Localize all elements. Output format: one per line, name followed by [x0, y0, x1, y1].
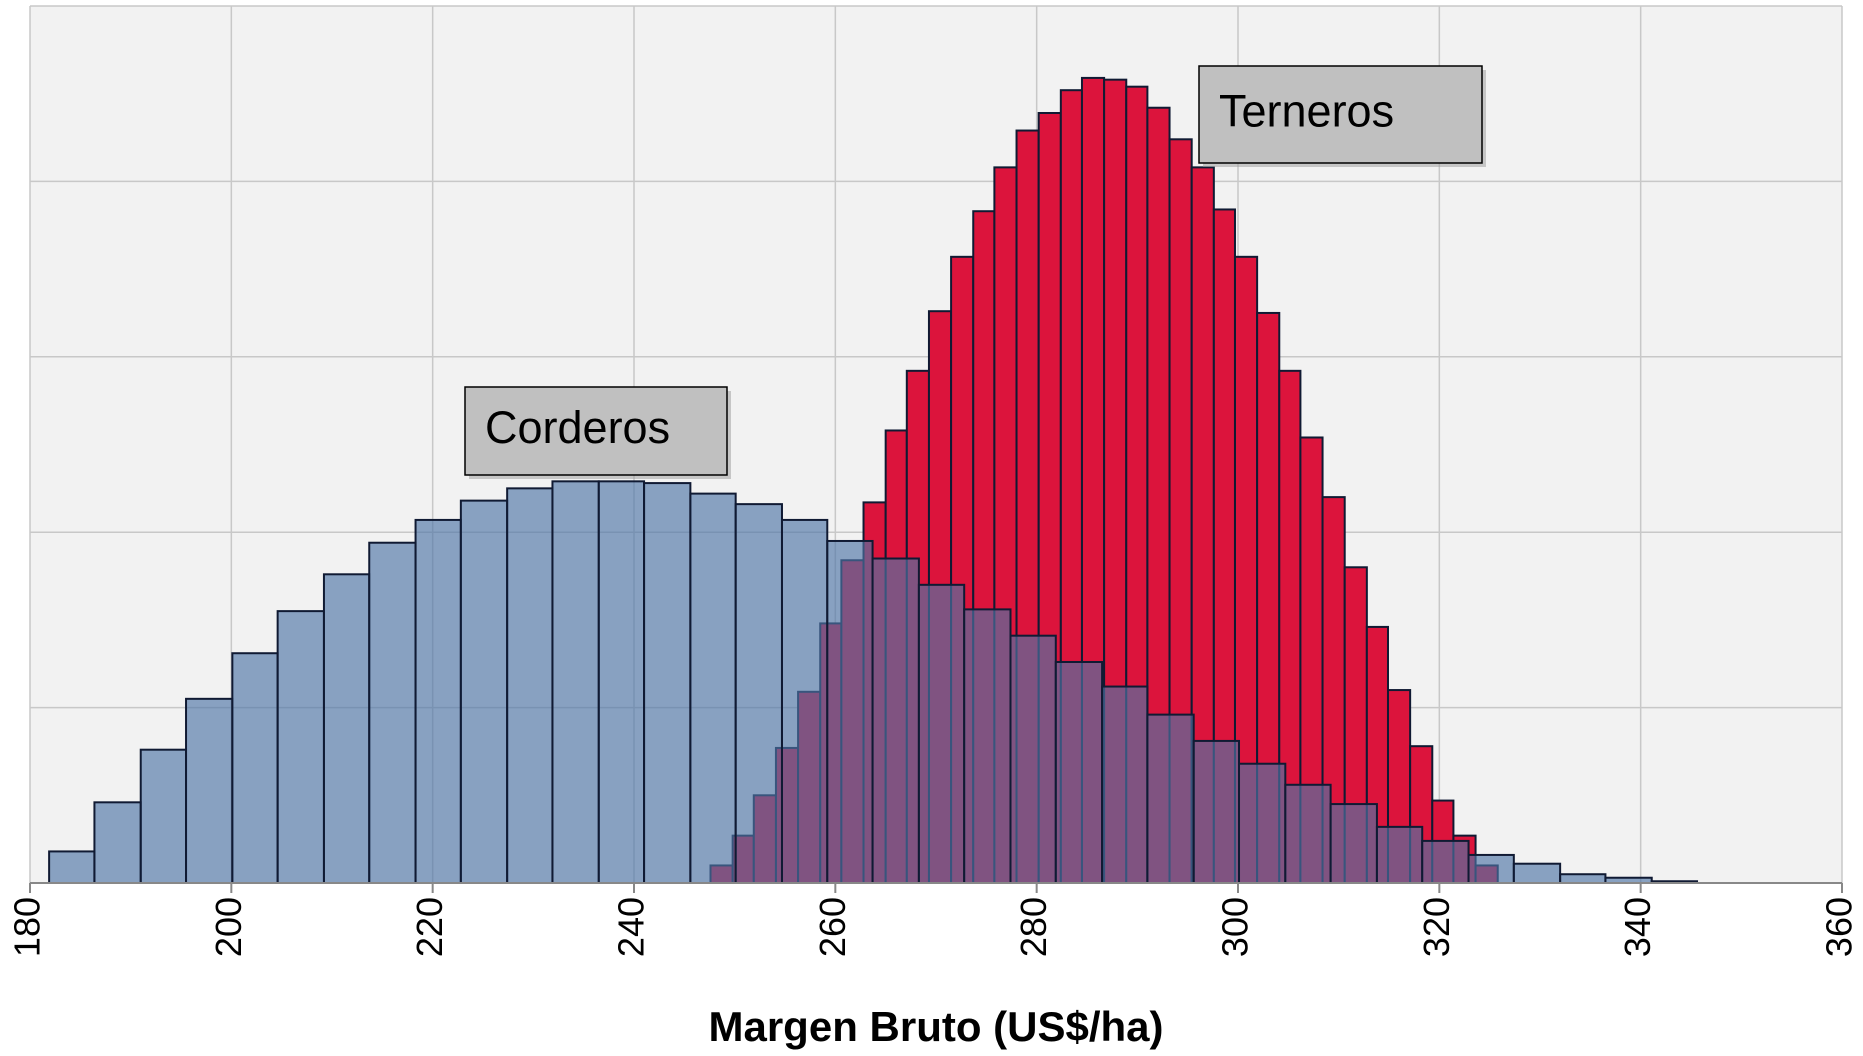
- bar: [368, 541, 417, 884]
- bar: [459, 499, 509, 884]
- bar: [506, 487, 554, 884]
- bar: [1284, 783, 1332, 884]
- bar: [963, 608, 1012, 884]
- x-tick-label: 320: [1416, 897, 1457, 957]
- bar: [1192, 739, 1241, 885]
- bar: [1054, 660, 1104, 884]
- bar: [1421, 839, 1470, 884]
- bar: [185, 697, 234, 885]
- x-tick-label: 180: [7, 897, 48, 957]
- x-axis-label: Margen Bruto (US$/ha): [708, 1003, 1163, 1050]
- x-tick-label: 260: [812, 897, 853, 957]
- x-tick-label: 200: [208, 897, 249, 957]
- x-tick-label: 360: [1819, 897, 1860, 957]
- bar: [551, 480, 600, 884]
- bar: [231, 652, 279, 885]
- bar: [1009, 634, 1057, 884]
- bar: [48, 850, 96, 884]
- bar: [1329, 803, 1378, 885]
- bar: [1146, 713, 1195, 885]
- bar: [826, 539, 874, 884]
- x-tick-label: 280: [1013, 897, 1054, 957]
- bar: [871, 557, 920, 884]
- bar: [689, 492, 737, 884]
- annotation-box: [1198, 65, 1483, 164]
- bar: [1101, 685, 1149, 884]
- x-tick-label: 220: [409, 897, 450, 957]
- bar: [597, 480, 646, 884]
- bar: [139, 748, 188, 884]
- x-tick-label: 340: [1617, 897, 1658, 957]
- bar: [1238, 762, 1287, 885]
- x-tick-label: 300: [1215, 897, 1256, 957]
- bar: [643, 482, 692, 884]
- bar: [1467, 853, 1515, 884]
- x-tick-label: 240: [611, 897, 652, 957]
- bar: [734, 503, 783, 884]
- bar: [414, 518, 462, 884]
- bar: [276, 610, 325, 884]
- bar: [1375, 825, 1424, 885]
- series-label: Terneros: [1219, 85, 1394, 136]
- bar: [917, 583, 966, 884]
- bar: [322, 573, 371, 885]
- bar: [1559, 873, 1607, 884]
- bar: [93, 801, 142, 884]
- annotation-box: [464, 386, 728, 476]
- series-label: Corderos: [485, 402, 670, 453]
- bar: [780, 518, 829, 884]
- bar: [1512, 862, 1562, 884]
